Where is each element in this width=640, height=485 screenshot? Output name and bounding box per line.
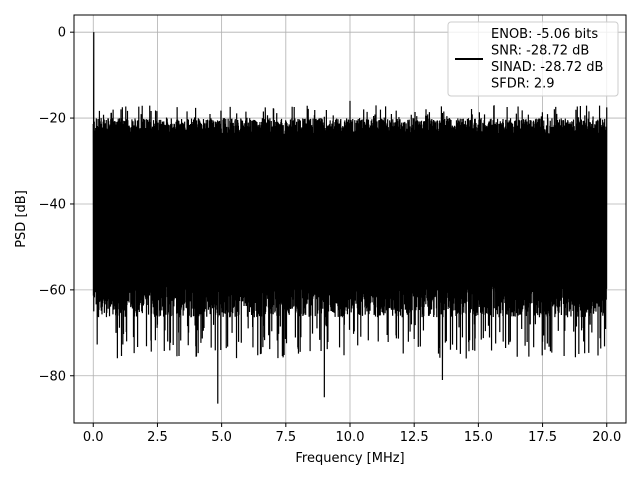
legend-snr-text: SNR: -28.72 dB [491, 44, 589, 59]
x-tick-label: 0.0 [83, 430, 104, 445]
y-tick-label: −20 [39, 112, 66, 127]
legend: ENOB: -5.06 bits SNR: -28.72 dB SINAD: -… [447, 21, 619, 97]
legend-box [447, 21, 619, 97]
x-axis-label: Frequency [MHz] [295, 451, 404, 466]
x-tick-label: 17.5 [528, 430, 557, 445]
x-tick-label: 15.0 [464, 430, 493, 445]
x-axis: 0.0 2.5 5.0 7.5 10.0 12.5 15.0 17.5 20.0 [83, 423, 621, 445]
y-axis-label: PSD [dB] [14, 190, 29, 248]
x-tick-label: 10.0 [336, 430, 365, 445]
legend-sinad-text: SINAD: -28.72 dB [491, 60, 603, 75]
x-tick-label: 5.0 [211, 430, 232, 445]
y-tick-label: 0 [58, 26, 66, 41]
legend-enob-text: ENOB: -5.06 bits [491, 27, 598, 42]
y-tick-label: −40 [39, 197, 66, 212]
x-tick-label: 7.5 [275, 430, 296, 445]
y-axis: 0 −20 −40 −60 −80 [39, 26, 74, 384]
y-tick-label: −60 [39, 283, 66, 298]
legend-sfdr-text: SFDR: 2.9 [491, 77, 555, 92]
x-tick-label: 20.0 [592, 430, 621, 445]
psd-trace [92, 32, 608, 404]
x-tick-label: 2.5 [147, 430, 168, 445]
x-tick-label: 12.5 [400, 430, 429, 445]
plot-area [92, 32, 608, 404]
y-tick-label: −80 [39, 369, 66, 384]
